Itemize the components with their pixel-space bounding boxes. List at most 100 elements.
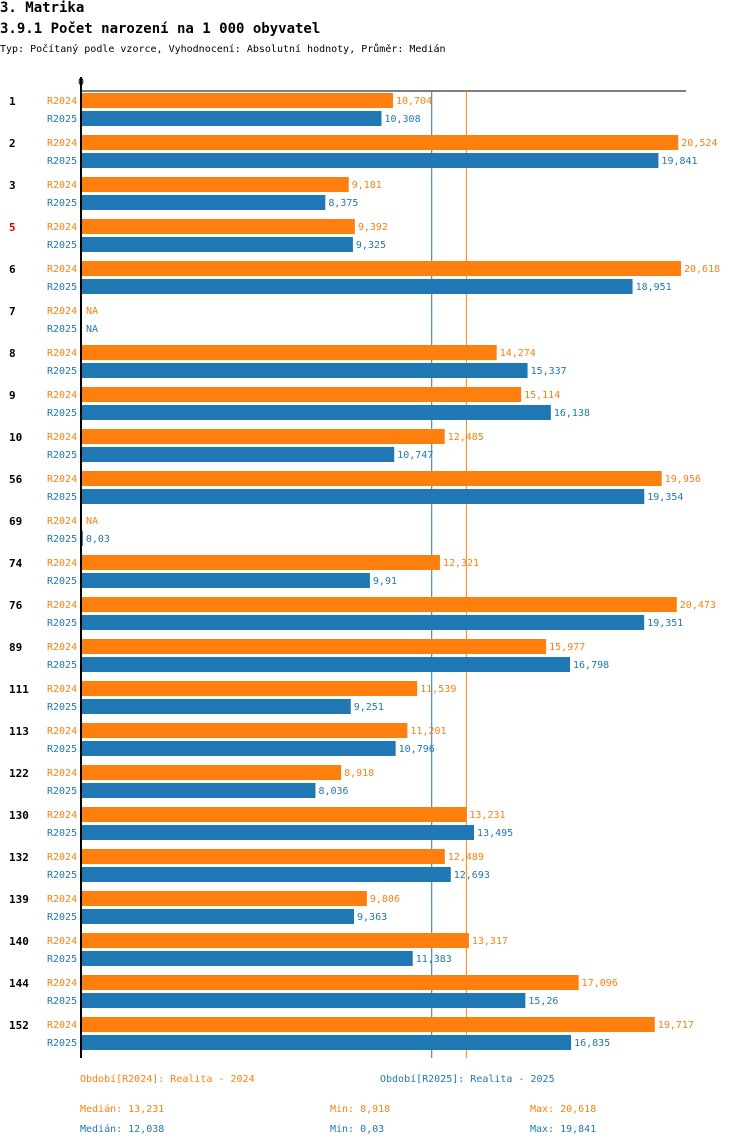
series-label: R2024 — [47, 348, 77, 359]
bar-r2024 — [82, 93, 393, 108]
bar-r2024 — [82, 849, 445, 864]
data-label: 8,918 — [344, 768, 374, 779]
series-label: R2024 — [47, 642, 77, 653]
category-label: 8 — [9, 347, 16, 360]
bar-r2024 — [82, 807, 467, 822]
chart-subtitle: Typ: Počítaný podle vzorce, Vyhodnocení:… — [0, 44, 446, 55]
bar-r2024 — [82, 597, 677, 612]
series-label: R2024 — [47, 516, 77, 527]
section-title: 3. Matrika — [0, 0, 85, 16]
bar-r2024 — [82, 177, 349, 192]
series-label: R2024 — [47, 306, 77, 317]
category-label: 7 — [9, 305, 16, 318]
max-r2025: Max: 19,841 — [530, 1124, 597, 1135]
series-label: R2024 — [47, 474, 77, 485]
bar-r2024 — [82, 555, 440, 570]
data-label: 12,693 — [454, 870, 490, 881]
category-label: 3 — [9, 179, 16, 192]
median-r2025: Medián: 12,038 — [80, 1124, 165, 1135]
data-label: 9,251 — [354, 702, 384, 713]
series-label: R2024 — [47, 936, 77, 947]
bar-r2025 — [82, 1035, 572, 1050]
bar-r2024 — [82, 681, 418, 696]
data-label: 11,201 — [410, 726, 446, 737]
data-label: 20,524 — [681, 138, 717, 149]
category-label: 6 — [9, 263, 16, 276]
data-label: 10,308 — [384, 114, 420, 125]
data-label: 16,835 — [574, 1038, 610, 1049]
data-label: 15,337 — [531, 366, 567, 377]
bar-r2025 — [82, 825, 475, 840]
data-label: 10,704 — [396, 96, 432, 107]
bar-r2024 — [82, 891, 367, 906]
category-label: 122 — [9, 767, 29, 780]
category-label: 111 — [9, 683, 29, 696]
series-label: R2024 — [47, 558, 77, 569]
series-label: R2025 — [47, 744, 77, 755]
data-label: 16,798 — [573, 660, 609, 671]
category-label: 2 — [9, 137, 16, 150]
bar-r2024 — [82, 387, 522, 402]
category-label: 140 — [9, 935, 29, 948]
category-label: 130 — [9, 809, 29, 822]
bar-r2024 — [82, 135, 679, 150]
bar-r2025 — [82, 867, 451, 882]
series-label: R2025 — [47, 660, 77, 671]
series-label: R2025 — [47, 786, 77, 797]
category-label: 56 — [9, 473, 23, 486]
chart-title: 3.9.1 Počet narození na 1 000 obyvatel — [0, 21, 321, 37]
bar-r2024 — [82, 219, 355, 234]
data-label: 17,096 — [582, 978, 618, 989]
data-label: 19,717 — [658, 1020, 694, 1031]
series-label: R2025 — [47, 492, 77, 503]
category-label: 1 — [9, 95, 16, 108]
bar-r2025 — [82, 153, 659, 168]
data-label: 16,138 — [554, 408, 590, 419]
bar-r2024 — [82, 471, 662, 486]
data-label: 20,618 — [684, 264, 720, 275]
category-label: 152 — [9, 1019, 29, 1032]
data-label: 9,181 — [352, 180, 382, 191]
category-label: 76 — [9, 599, 23, 612]
bar-r2025 — [82, 279, 633, 294]
bar-r2024 — [82, 429, 445, 444]
data-label: 15,26 — [528, 996, 558, 1007]
series-label: R2025 — [47, 282, 77, 293]
data-label: 9,91 — [373, 576, 397, 587]
series-label: R2025 — [47, 534, 77, 545]
bar-r2025 — [82, 573, 370, 588]
series-label: R2024 — [47, 684, 77, 695]
data-label: 10,796 — [399, 744, 435, 755]
bar-r2025 — [82, 657, 571, 672]
bar-r2025 — [82, 993, 526, 1008]
series-label: R2024 — [47, 264, 77, 275]
data-label: NA — [86, 324, 98, 335]
min-r2024: Min: 8,918 — [330, 1104, 391, 1115]
series-label: R2024 — [47, 810, 77, 821]
data-label: 19,841 — [661, 156, 697, 167]
series-label: R2024 — [47, 180, 77, 191]
category-label: 74 — [9, 557, 23, 570]
data-label: 19,354 — [647, 492, 683, 503]
bar-r2024 — [82, 261, 681, 276]
series-label: R2025 — [47, 576, 77, 587]
data-label: 11,539 — [420, 684, 456, 695]
series-label: R2025 — [47, 954, 77, 965]
data-label: 19,351 — [647, 618, 683, 629]
data-label: 9,806 — [370, 894, 400, 905]
series-label: R2025 — [47, 156, 77, 167]
bar-r2025 — [82, 531, 83, 546]
data-label: 8,375 — [328, 198, 358, 209]
category-label: 113 — [9, 725, 29, 738]
category-label: 144 — [9, 977, 29, 990]
bar-r2024 — [82, 975, 579, 990]
bar-r2024 — [82, 1017, 655, 1032]
series-label: R2025 — [47, 1038, 77, 1049]
series-label: R2025 — [47, 996, 77, 1007]
series-label: R2025 — [47, 618, 77, 629]
data-label: 13,231 — [469, 810, 505, 821]
bar-r2024 — [82, 639, 547, 654]
bar-r2025 — [82, 909, 355, 924]
median-r2024: Medián: 13,231 — [80, 1104, 165, 1115]
series-label: R2025 — [47, 450, 77, 461]
